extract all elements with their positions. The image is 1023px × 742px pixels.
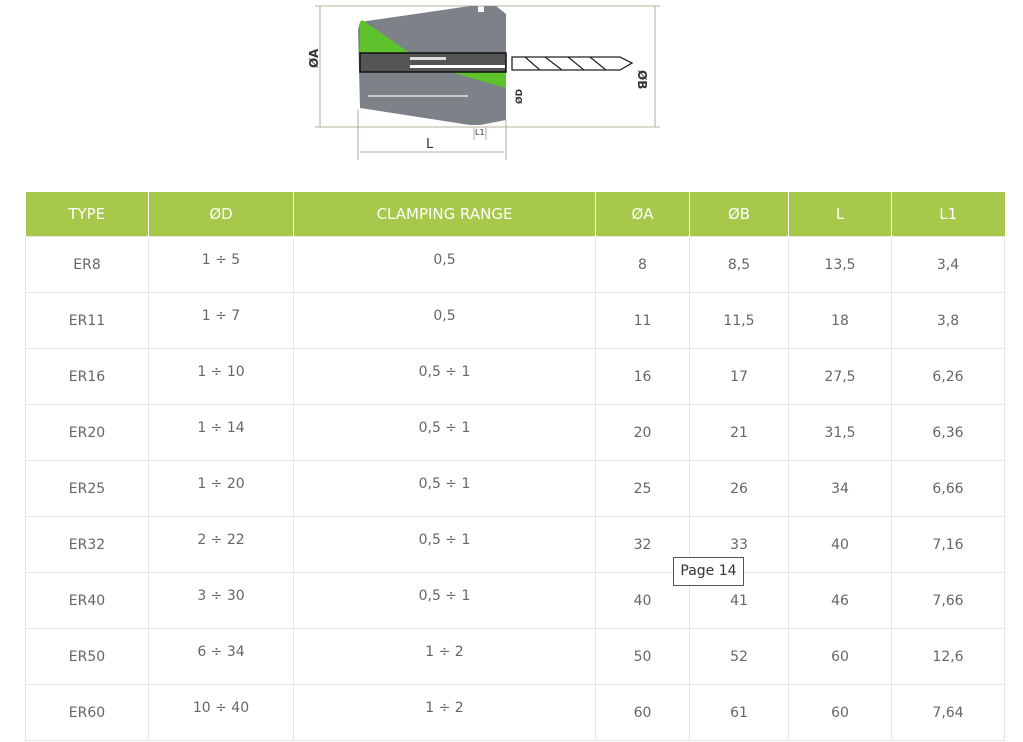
table-cell: 3,4 [891, 236, 1005, 293]
table-cell: 0,5 ÷ 1 [293, 516, 596, 573]
table-row: ER50 6 ÷ 34 1 ÷ 2 50 52 60 12,6 [25, 628, 1005, 685]
table-row: ER11 1 ÷ 7 0,5 11 11,5 18 3,8 [25, 292, 1005, 349]
column-header: ØA [595, 192, 690, 237]
table-cell: 50 [595, 628, 690, 685]
table-cell: 0,5 ÷ 1 [293, 348, 596, 405]
table-cell: 6,26 [891, 348, 1005, 405]
table-cell: 27,5 [788, 348, 892, 405]
table-cell: 20 [595, 404, 690, 461]
table-cell: 31,5 [788, 404, 892, 461]
table-cell: 7,16 [891, 516, 1005, 573]
column-header: L [788, 192, 892, 237]
table-cell: 40 [788, 516, 892, 573]
table-row: ER8 1 ÷ 5 0,5 8 8,5 13,5 3,4 [25, 236, 1005, 293]
table-cell: 13,5 [788, 236, 892, 293]
column-header: TYPE [25, 192, 149, 237]
table-cell: 25 [595, 460, 690, 517]
table-cell: 3,8 [891, 292, 1005, 349]
table-cell: 6,36 [891, 404, 1005, 461]
table-cell: 61 [689, 684, 789, 741]
table-row: ER20 1 ÷ 14 0,5 ÷ 1 20 21 31,5 6,36 [25, 404, 1005, 461]
table-cell: 0,5 ÷ 1 [293, 572, 596, 629]
table-cell: 0,5 [293, 236, 596, 293]
column-header: ØB [689, 192, 789, 237]
table-cell: ER20 [25, 404, 149, 461]
table-cell: ER40 [25, 572, 149, 629]
table-cell: 46 [788, 572, 892, 629]
table-cell: 60 [595, 684, 690, 741]
table-cell: 60 [788, 628, 892, 685]
table-cell: 21 [689, 404, 789, 461]
table-cell: ER60 [25, 684, 149, 741]
table-cell: 1 ÷ 20 [148, 460, 294, 517]
table-cell: ER50 [25, 628, 149, 685]
table-cell: 1 ÷ 2 [293, 684, 596, 741]
collet-table: TYPE ØD CLAMPING RANGE ØA ØB L L1 ER8 1 ÷ 5 0,5 8… [25, 192, 1005, 741]
table-cell: 8 [595, 236, 690, 293]
table-cell: 26 [689, 460, 789, 517]
column-header: L1 [891, 192, 1005, 237]
table-cell: 0,5 ÷ 1 [293, 404, 596, 461]
table-cell: 16 [595, 348, 690, 405]
diameter-d-label: ØD [514, 89, 525, 104]
table-cell: 1 ÷ 10 [148, 348, 294, 405]
table-cell: 7,66 [891, 572, 1005, 629]
table-cell: 3 ÷ 30 [148, 572, 294, 629]
table-cell: 52 [689, 628, 789, 685]
collet-diagram: ØA ØB ØD L L1 [307, 5, 660, 160]
table-cell: 12,6 [891, 628, 1005, 685]
table-cell: 18 [788, 292, 892, 349]
table-cell: 8,5 [689, 236, 789, 293]
table-cell: 1 ÷ 7 [148, 292, 294, 349]
table-cell: ER32 [25, 516, 149, 573]
table-cell: 1 ÷ 5 [148, 236, 294, 293]
table-cell: ER11 [25, 292, 149, 349]
table-row: ER40 3 ÷ 30 0,5 ÷ 1 40 41 46 7,66 [25, 572, 1005, 629]
table-cell: 10 ÷ 40 [148, 684, 294, 741]
page-tooltip: Page 14 [673, 557, 744, 586]
table-cell: 17 [689, 348, 789, 405]
length-label: L [426, 137, 434, 152]
column-header: CLAMPING RANGE [293, 192, 596, 237]
table-cell: 34 [788, 460, 892, 517]
column-header: ØD [148, 192, 294, 237]
table-row: ER16 1 ÷ 10 0,5 ÷ 1 16 17 27,5 6,26 [25, 348, 1005, 405]
diameter-b-label: ØB [635, 70, 649, 89]
table-cell: 1 ÷ 2 [293, 628, 596, 685]
table-row: ER60 10 ÷ 40 1 ÷ 2 60 61 60 7,64 [25, 684, 1005, 741]
table-header-row: TYPE ØD CLAMPING RANGE ØA ØB L L1 [25, 192, 1005, 237]
table-cell: ER8 [25, 236, 149, 293]
table-cell: 11 [595, 292, 690, 349]
table-cell: 60 [788, 684, 892, 741]
table-cell: 7,64 [891, 684, 1005, 741]
table-cell: ER25 [25, 460, 149, 517]
table-cell: 2 ÷ 22 [148, 516, 294, 573]
table-cell: 11,5 [689, 292, 789, 349]
table-cell: 1 ÷ 14 [148, 404, 294, 461]
table-cell: 6 ÷ 34 [148, 628, 294, 685]
l1-label: L1 [475, 128, 485, 137]
table-cell: 6,66 [891, 460, 1005, 517]
table-row: ER32 2 ÷ 22 0,5 ÷ 1 32 33 40 7,16 [25, 516, 1005, 573]
table-cell: ER16 [25, 348, 149, 405]
diameter-a-label: ØA [307, 48, 321, 68]
table-cell: 0,5 [293, 292, 596, 349]
table-row: ER25 1 ÷ 20 0,5 ÷ 1 25 26 34 6,66 [25, 460, 1005, 517]
table-cell: 0,5 ÷ 1 [293, 460, 596, 517]
